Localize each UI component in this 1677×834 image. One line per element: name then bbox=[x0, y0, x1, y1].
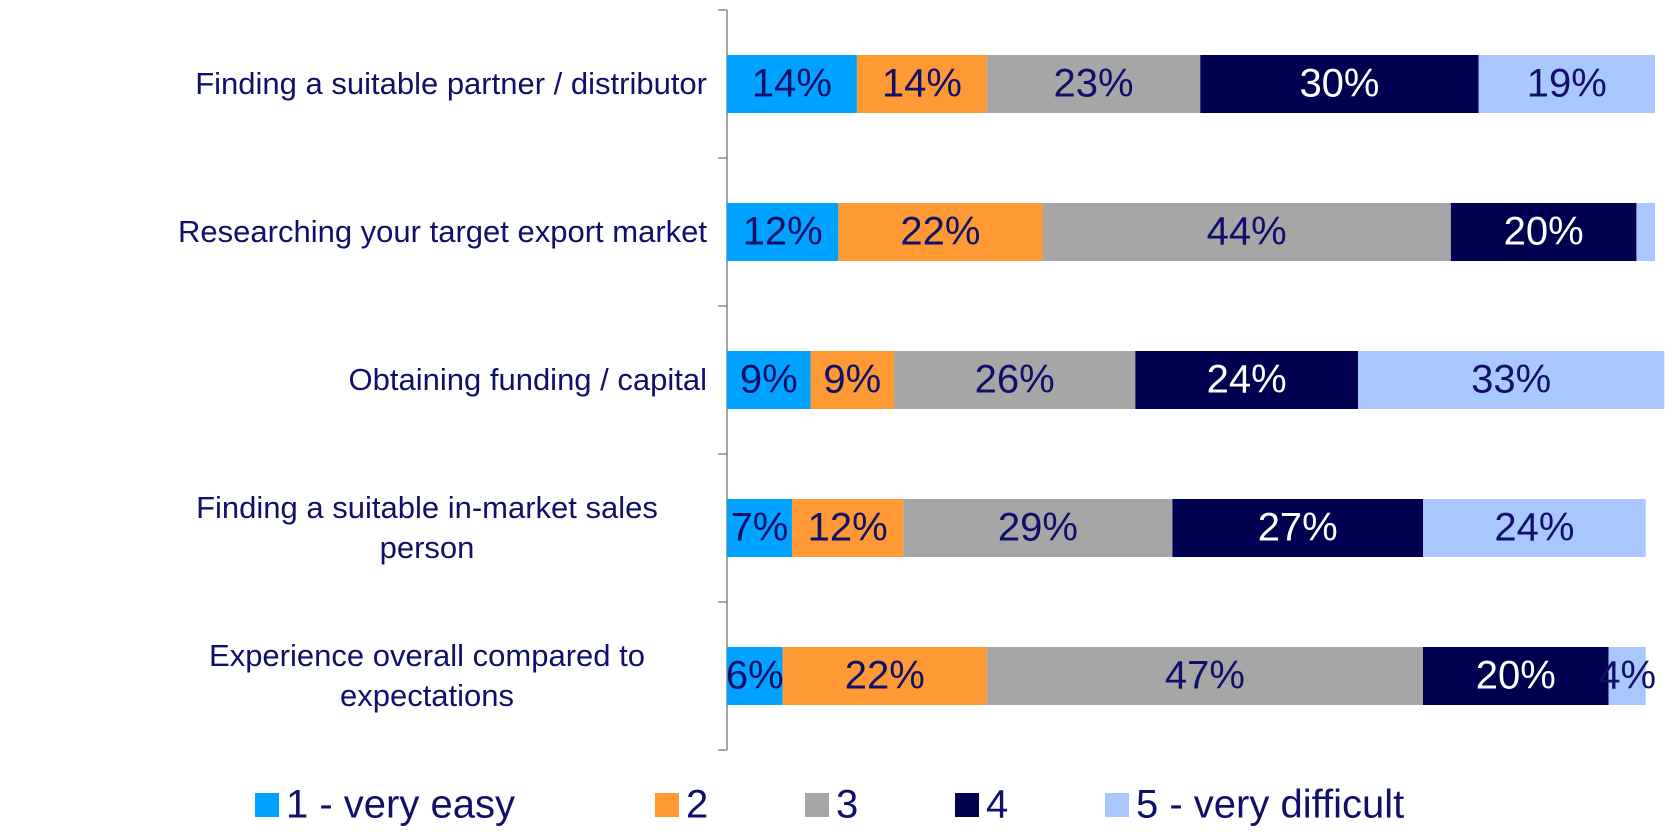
data-label: 33% bbox=[1471, 358, 1551, 402]
data-label: 20% bbox=[1504, 210, 1584, 254]
legend-swatch bbox=[955, 793, 979, 817]
legend-label: 5 - very difficult bbox=[1136, 783, 1404, 827]
data-label: 20% bbox=[1476, 654, 1556, 698]
data-label: 4% bbox=[1598, 654, 1656, 698]
bar-segment bbox=[1450, 203, 1637, 261]
category-label: Finding a suitable partner / distributor bbox=[195, 66, 707, 101]
data-label: 14% bbox=[882, 62, 962, 106]
bar-segment bbox=[727, 55, 857, 113]
bar-segment bbox=[1135, 351, 1359, 409]
bar-segment bbox=[782, 647, 987, 705]
data-label: 14% bbox=[752, 62, 832, 106]
data-label: 6% bbox=[726, 654, 784, 698]
bar-segment bbox=[1423, 647, 1609, 705]
data-label: 22% bbox=[845, 654, 925, 698]
legend-label: 4 bbox=[986, 783, 1008, 827]
bar-segment bbox=[727, 647, 783, 705]
data-label: 44% bbox=[1207, 210, 1287, 254]
bar-segment bbox=[856, 55, 987, 113]
legend-label: 2 bbox=[686, 783, 708, 827]
bar-segment bbox=[1478, 55, 1655, 113]
bar-segment bbox=[1608, 647, 1646, 705]
category-label: Experience overall compared to expectati… bbox=[209, 638, 645, 713]
legend-swatch bbox=[1105, 793, 1129, 817]
legend-swatch bbox=[805, 793, 829, 817]
data-label: 9% bbox=[823, 358, 881, 402]
bar-segment bbox=[838, 203, 1043, 261]
data-label: 30% bbox=[1299, 62, 1379, 106]
data-label: 12% bbox=[808, 506, 888, 550]
bar-segment bbox=[1200, 55, 1479, 113]
data-label: 26% bbox=[975, 358, 1055, 402]
data-label: 7% bbox=[731, 506, 789, 550]
data-label: 24% bbox=[1207, 358, 1287, 402]
bar-segment bbox=[894, 351, 1136, 409]
data-label: 22% bbox=[900, 210, 980, 254]
bar-segment bbox=[727, 499, 792, 557]
bar-segment bbox=[903, 499, 1173, 557]
bar-segment bbox=[1358, 351, 1665, 409]
legend-label: 3 bbox=[836, 783, 858, 827]
bar-segment bbox=[1636, 203, 1655, 261]
data-label: 29% bbox=[998, 506, 1078, 550]
bar-segment bbox=[986, 647, 1423, 705]
data-label: 9% bbox=[740, 358, 798, 402]
category-label: Researching your target export market bbox=[178, 214, 707, 249]
bar-segment bbox=[791, 499, 904, 557]
bar-segment bbox=[986, 55, 1201, 113]
data-label: 23% bbox=[1054, 62, 1134, 106]
data-label: 47% bbox=[1165, 654, 1245, 698]
bar-segment bbox=[1042, 203, 1451, 261]
category-label: Obtaining funding / capital bbox=[348, 362, 707, 397]
data-label: 19% bbox=[1527, 62, 1607, 106]
bar-segment bbox=[810, 351, 895, 409]
category-label: Finding a suitable in-market sales perso… bbox=[196, 490, 658, 565]
bar-segment bbox=[1172, 499, 1423, 557]
bar-segment bbox=[1423, 499, 1646, 557]
data-label: 12% bbox=[743, 210, 823, 254]
legend-swatch bbox=[255, 793, 279, 817]
bar-segment bbox=[727, 351, 811, 409]
data-label: 24% bbox=[1494, 506, 1574, 550]
bar-segment bbox=[727, 203, 839, 261]
legend-swatch bbox=[655, 793, 679, 817]
data-label: 27% bbox=[1258, 506, 1338, 550]
legend-label: 1 - very easy bbox=[286, 783, 515, 827]
